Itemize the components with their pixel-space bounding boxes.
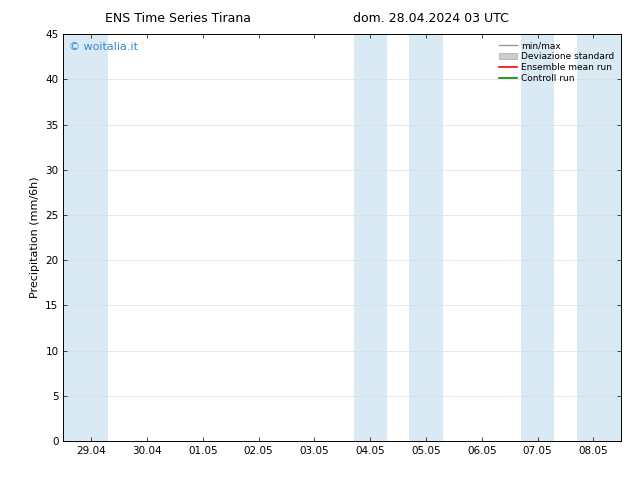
Text: © woitalia.it: © woitalia.it — [69, 43, 138, 52]
Bar — [63, 34, 108, 441]
Legend: min/max, Deviazione standard, Ensemble mean run, Controll run: min/max, Deviazione standard, Ensemble m… — [496, 39, 617, 86]
Bar — [410, 34, 443, 441]
Bar — [521, 34, 554, 441]
Text: dom. 28.04.2024 03 UTC: dom. 28.04.2024 03 UTC — [353, 12, 509, 25]
Bar — [354, 34, 387, 441]
Text: ENS Time Series Tirana: ENS Time Series Tirana — [105, 12, 250, 25]
Y-axis label: Precipitation (mm/6h): Precipitation (mm/6h) — [30, 177, 40, 298]
Bar — [577, 34, 621, 441]
